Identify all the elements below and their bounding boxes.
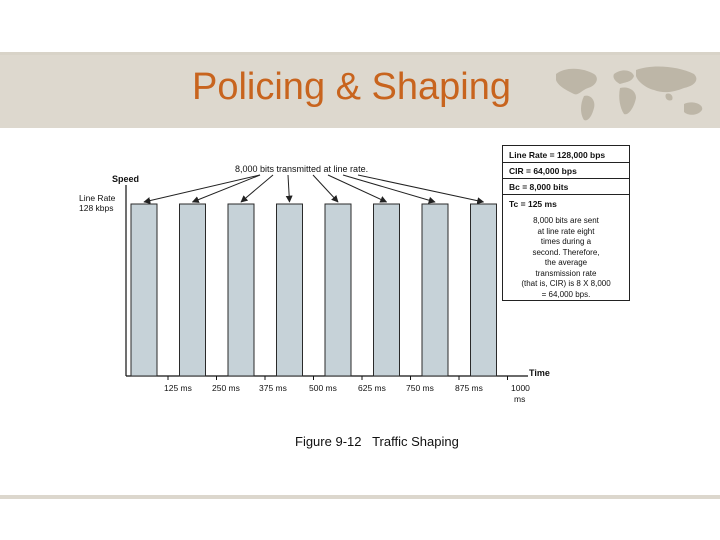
time-tick-label: 500 ms xyxy=(309,383,337,393)
time-tick-label: 750 ms xyxy=(406,383,434,393)
time-tick-label: 1000 xyxy=(511,383,530,393)
info-note-line: = 64,000 bps. xyxy=(541,289,591,299)
bar xyxy=(130,203,158,377)
bar xyxy=(421,203,449,377)
info-note-line: transmission rate xyxy=(535,268,597,278)
line-rate-label-2: 128 kbps xyxy=(79,203,114,213)
info-note-line: second. Therefore, xyxy=(532,247,600,257)
info-note-line: 8,000 bits are sent xyxy=(533,216,599,225)
annotation-arrow xyxy=(240,174,274,203)
bar xyxy=(324,203,352,377)
footer-rule xyxy=(0,495,720,499)
info-note-line: at line rate eight xyxy=(537,226,595,236)
annotation-arrow xyxy=(327,174,388,203)
figure-caption: Figure 9-12 Traffic Shaping xyxy=(295,434,459,449)
time-tick-label: 875 ms xyxy=(455,383,483,393)
info-separator xyxy=(503,194,629,195)
info-box: Line Rate = 128,000 bps CIR = 64,000 bps… xyxy=(502,145,630,301)
annotation-arrow xyxy=(285,174,293,203)
time-tick-label: 625 ms xyxy=(358,383,386,393)
info-note-line: the average xyxy=(544,258,588,267)
y-axis-label: Speed xyxy=(112,174,139,184)
x-axis-label: Time xyxy=(529,368,550,378)
time-tick-label: 125 ms xyxy=(164,383,192,393)
bar xyxy=(373,203,400,377)
info-tc: Tc = 125 ms xyxy=(509,199,557,209)
time-tick-label: ms xyxy=(514,394,525,404)
info-separator xyxy=(503,178,629,179)
bar xyxy=(470,203,497,377)
annotation-arrow xyxy=(191,174,261,203)
info-note: 8,000 bits are sent at line rate eight t… xyxy=(503,216,629,300)
time-tick-label: 250 ms xyxy=(212,383,240,393)
slide-title: Policing & Shaping xyxy=(192,66,511,108)
info-cir: CIR = 64,000 bps xyxy=(509,166,577,176)
info-note-line: (that is, CIR) is 8 X 8,000 xyxy=(521,279,611,288)
annotation-arrow xyxy=(357,174,485,205)
top-annotation: 8,000 bits transmitted at line rate. xyxy=(235,164,368,174)
title-banner xyxy=(0,55,720,128)
time-tick-label: 375 ms xyxy=(259,383,287,393)
info-line-rate: Line Rate = 128,000 bps xyxy=(509,150,606,160)
bar xyxy=(179,203,206,377)
annotation-arrow xyxy=(342,174,436,204)
header-top-rule xyxy=(0,52,720,55)
line-rate-label-1: Line Rate xyxy=(79,193,116,203)
bar xyxy=(276,203,303,377)
info-note-line: times during a xyxy=(540,237,592,246)
info-bc: Bc = 8,000 bits xyxy=(509,182,569,192)
annotation-arrow xyxy=(143,174,261,204)
world-map-icon xyxy=(556,66,703,121)
annotation-arrow xyxy=(312,174,339,203)
info-separator xyxy=(503,162,629,163)
bar xyxy=(227,203,255,377)
